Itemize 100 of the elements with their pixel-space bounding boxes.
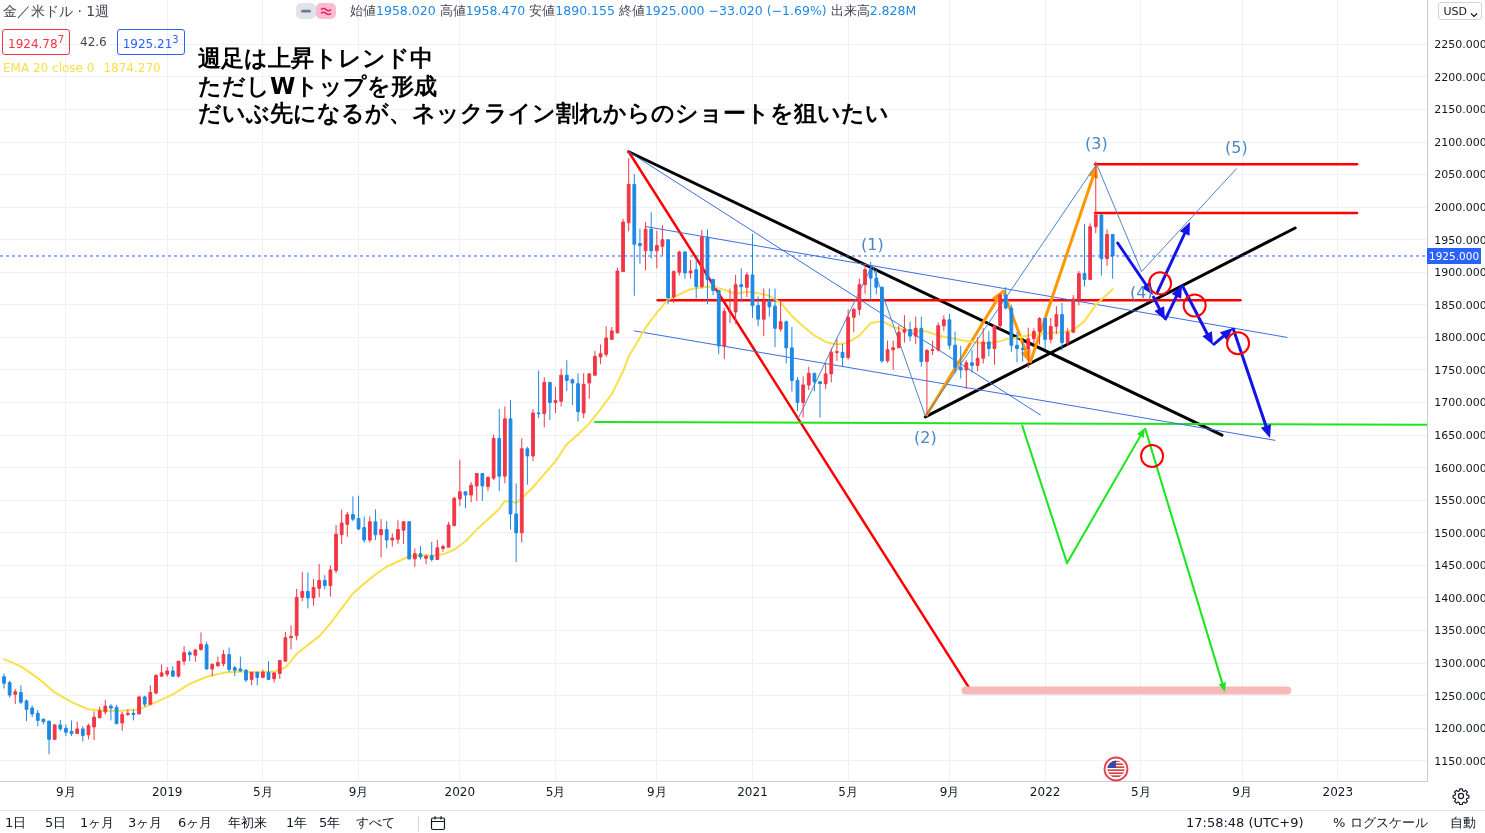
text: 1ヶ月 [80,815,115,831]
candlestick [266,660,271,680]
candlestick [818,380,822,419]
text: % [1333,815,1346,831]
text: 年初来 [228,815,267,831]
candlestick [1043,317,1048,350]
candlestick [761,288,766,337]
x-tick-label: 2020 [444,785,476,800]
candlestick [964,359,969,390]
candlestick [1060,302,1064,351]
line-series [797,163,1237,419]
candlestick [114,704,119,725]
x-tick-label: 5月 [838,785,858,800]
x-tick-label: 5月 [253,785,273,800]
candlestick [958,345,963,379]
candlestick [401,520,406,545]
candlestick [429,541,434,562]
candlestick [1105,228,1109,267]
candlestick [531,408,535,462]
candlestick [80,725,85,742]
candlestick [632,173,637,297]
text: 3ヶ月 [128,815,163,831]
text: 5年 [319,815,341,831]
candlestick [846,308,851,361]
candlestick [688,259,693,280]
text: 1年 [286,815,308,831]
x-tick-label: 2023 [1322,785,1354,800]
candlestick [649,211,654,260]
candlestick [576,372,580,422]
candlestick [587,372,592,400]
annotation: ただしWトップを形成 [198,72,438,100]
candlestick [227,646,231,673]
candlestick [2,673,6,689]
candlestick [441,544,445,553]
candlestick [542,376,547,428]
candlestick [75,721,80,734]
candlestick [47,720,51,755]
candlestick [187,650,192,662]
candlestick [272,672,277,684]
x-tick-label: 9月 [348,785,369,800]
ref-line-label: 1925.000 [1429,250,1480,262]
candlestick [424,553,428,565]
candlestick [289,624,293,650]
annotation: だいぶ先になるが、ネックライン割れからのショートを狙いたい [198,100,889,127]
candlestick [457,459,462,507]
x-tick-label: 2019 [151,785,183,800]
candlestick [193,648,198,663]
text: EMA 20 close 0 [3,60,95,76]
candlestick [1020,341,1025,363]
candlestick [733,274,738,325]
candlestick [120,711,125,732]
annotation: 1874.270 [103,60,161,76]
candlestick [767,288,772,318]
candlestick [1088,222,1093,280]
candlestick [396,519,400,545]
candlestick [328,564,333,598]
x-tick-label: 5月 [545,785,566,800]
candlestick [379,518,383,559]
annotation: 42.6 [80,35,107,49]
candlestick [255,671,260,686]
annotation: (3) [1085,134,1108,153]
candlestick [863,263,867,295]
candlestick [244,668,248,683]
candlestick [970,349,974,374]
text: 6ヶ月 [178,815,213,831]
candlestick [536,370,541,419]
candlestick [908,321,912,342]
candlestick [728,288,732,324]
annotation: 1924.78$^{7}$ [2,29,70,55]
candlestick [643,221,648,271]
annotation: (2) [914,428,937,447]
candlestick [716,290,721,355]
text: 5日 [45,815,67,831]
chart-title: 金／米ドル · 1週 [3,2,110,20]
candlestick [778,301,783,333]
candlestick [261,669,265,678]
candlestick [92,710,96,741]
annotation: 1925.21$^{3}$ [116,29,185,55]
x-tick-label: 2021 [737,785,768,800]
candlestick [1026,327,1031,369]
candlestick [306,572,310,609]
candlestick [812,372,817,392]
text: ログスケール [1350,815,1428,831]
candlestick [1110,233,1115,280]
candlestick [593,350,597,376]
candlestick [699,229,704,290]
candlestick [334,524,338,574]
candlestick [953,331,957,374]
candlestick [913,316,918,345]
candlestick [373,508,378,541]
candlestick [367,516,372,544]
candlestick [722,307,727,360]
annotation: (1) [861,235,884,254]
text: 1日 [5,815,27,831]
candlestick [503,405,507,484]
candlestick [384,520,389,549]
candlestick [925,348,929,415]
candlestick [880,286,884,364]
candlestick [840,343,845,367]
candlestick [154,673,158,695]
